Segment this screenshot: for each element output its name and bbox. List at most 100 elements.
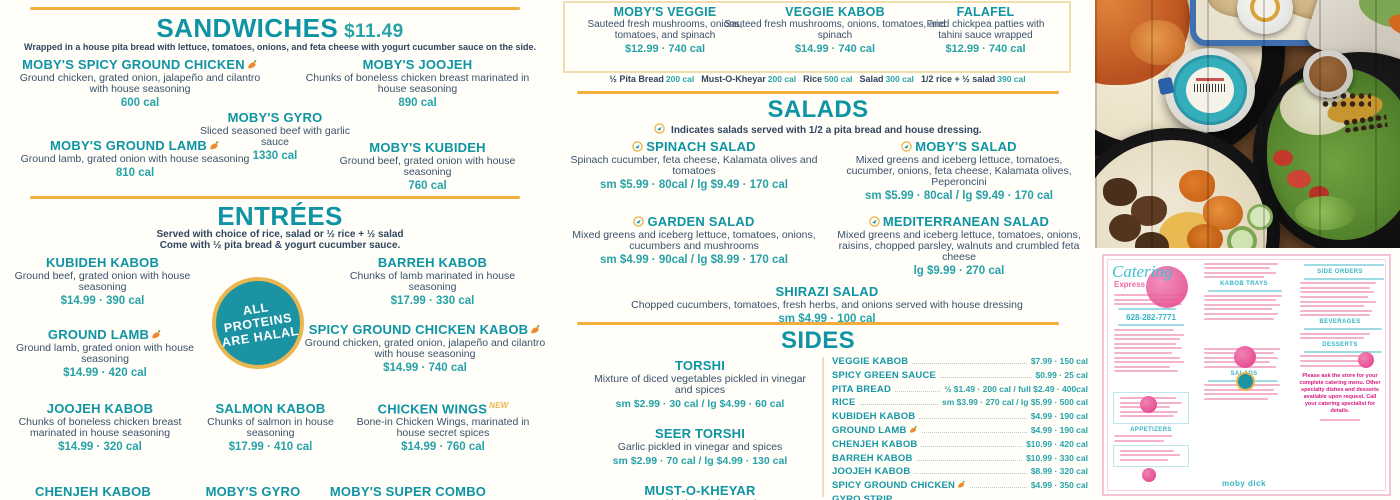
catering-phone: 628-282-7771	[1126, 312, 1176, 322]
list-item: SPICY GROUND CHICKEN $4.99 · 350 cal	[832, 480, 1088, 491]
flyer-badge	[1146, 266, 1188, 308]
menu-item: MOBY'S KUBIDEH Ground beef, grated onion…	[320, 140, 535, 192]
menu-item: MUST-O-KHEYAR Yogurt with chopped cucumb…	[585, 483, 815, 500]
menu-item: MEDITERRANEAN SALAD Mixed greens and ice…	[830, 214, 1088, 277]
flyer-halal-badge	[1236, 372, 1255, 391]
flyer-section-title: KABOB TRAYS	[1220, 281, 1268, 288]
side-name: Rice	[803, 74, 823, 84]
menu-item: MOBY'S VEGGIE Sauteed fresh mushrooms, o…	[575, 5, 755, 55]
sandwiches-title: SANDWICHES $11.49	[0, 13, 560, 44]
item-desc: Chunks of boneless chicken breast marina…	[305, 72, 530, 95]
item-price: sm $3.99 · 270 cal / lg $5.99 · 500 cal	[941, 397, 1088, 408]
side-cal: 500 cal	[824, 74, 853, 84]
item-price: $14.99 · 320 cal	[58, 441, 142, 453]
item-name: PITA BREAD	[832, 383, 891, 395]
item-price: sm $5.99 · 80cal / lg $9.49 · 170 cal	[865, 190, 1053, 202]
list-item: GYRO STRIP	[832, 494, 1088, 500]
item-name: SPICY GREEN SAUCE	[832, 369, 937, 381]
salad-indicator-icon	[632, 141, 644, 152]
side-name: ½ Pita Bread	[609, 74, 664, 84]
item-desc: Spinach cucumber, feta cheese, Kalamata …	[570, 154, 818, 177]
item-name: SPICY GROUND CHICKEN KABOB	[308, 322, 529, 337]
item-name: GARDEN SALAD	[647, 214, 755, 229]
menu-item: MOBY'S GYRO	[193, 484, 313, 500]
menu-item: MOBY'S SPICY GROUND CHICKEN Ground chick…	[15, 57, 265, 109]
catering-logo-sub: Express	[1114, 280, 1146, 289]
divider	[30, 7, 520, 10]
menu-item: JOOJEH KABOB Chunks of boneless chicken …	[5, 401, 195, 453]
item-name: KUBIDEH KABOB	[832, 411, 916, 423]
item-desc: Mixed greens and iceberg lettuce, tomato…	[837, 229, 1081, 263]
item-desc: Sliced seasoned beef with garlic sauce	[199, 125, 350, 148]
item-price: $12.99 · 740 cal	[945, 43, 1026, 55]
plate	[1095, 0, 1285, 168]
item-desc: Fried chickpea patties with tahini sauce…	[926, 19, 1045, 41]
menu-item: TORSHI Mixture of diced vegetables pickl…	[585, 358, 815, 410]
item-desc: Mixed greens and iceberg lettuce, tomato…	[846, 154, 1072, 188]
item-name: MOBY'S SUPER COMBO	[329, 484, 487, 499]
halal-badge: ALL PROTEINS ARE HALAL	[212, 277, 304, 369]
sandwiches-subtitle: Wrapped in a house pita bread with lettu…	[24, 42, 536, 52]
menu-item: BARREH KABOB Chunks of lamb marinated in…	[325, 255, 540, 307]
section-price: $11.49	[344, 21, 404, 42]
item-price: $10.99 · 420 cal	[1026, 438, 1088, 449]
list-item: JOOJEH KABOB $8.99 · 320 cal	[832, 466, 1088, 477]
list-item: PITA BREAD ½ $1.49 · 200 cal / full $2.49…	[832, 384, 1088, 395]
item-name: JOOJEH KABOB	[832, 466, 911, 478]
item-price: $17.99 · 330 cal	[390, 295, 475, 307]
item-cal: 890 cal	[398, 97, 437, 109]
item-price: lg $9.99 · 270 cal	[913, 265, 1005, 277]
entrees-subtitle: Served with choice of rice, salad or ½ r…	[156, 229, 404, 240]
item-name: TORSHI	[674, 358, 726, 373]
item-name: CHENJEH KABOB	[832, 438, 918, 450]
item-cal: 760 cal	[408, 180, 447, 192]
item-price: $14.99 · 740 cal	[794, 43, 876, 55]
item-desc: Garlic pickled in vinegar and spices	[617, 441, 783, 453]
item-price: $4.99 · 190 cal	[1030, 411, 1088, 422]
flyer-badge	[1234, 346, 1256, 368]
chili-icon	[909, 425, 917, 433]
side-cal: 200 cal	[767, 74, 797, 84]
menu-item: MOBY'S SALAD Mixed greens and iceberg le…	[833, 139, 1085, 202]
note-text: Indicates salads served with 1/2 a pita …	[671, 125, 982, 136]
item-name: MOBY'S GYRO	[227, 110, 323, 125]
item-price: $14.99 · 390 cal	[60, 295, 145, 307]
plate	[1253, 52, 1400, 248]
item-cal: 1330 cal	[252, 150, 298, 162]
item-name: CHICKEN WINGS	[377, 401, 488, 417]
item-cal: 600 cal	[120, 97, 160, 109]
item-name: MUST-O-KHEYAR	[644, 483, 756, 498]
item-price: sm $2.99 · 70 cal / lg $4.99 · 130 cal	[612, 455, 788, 467]
menu-item: SPINACH SALAD Spinach cucumber, feta che…	[568, 139, 820, 191]
list-item: CHENJEH KABOB $10.99 · 420 cal	[832, 439, 1088, 450]
item-price: $10.99 · 330 cal	[1026, 452, 1088, 463]
divider	[30, 196, 520, 199]
hummus-tub	[1165, 48, 1255, 132]
flyer-section-title: DESSERTS	[1322, 342, 1358, 349]
side-cal: 300 cal	[885, 74, 914, 84]
sides-price-list: VEGGIE KABOB $7.99 · 150 cal SPICY GREEN …	[832, 356, 1088, 500]
menu-item: MOBY'S SUPER COMBO	[328, 484, 488, 500]
item-desc: Chunks of salmon in house seasoning	[207, 416, 334, 439]
chili-icon	[531, 324, 540, 334]
chili-icon	[152, 329, 161, 339]
menu-item: FALAFEL Fried chickpea patties with tahi…	[918, 5, 1053, 55]
item-price: $12.99 · 740 cal	[624, 43, 706, 55]
item-name: VEGGIE KABOB	[785, 5, 885, 19]
divider	[577, 91, 1059, 94]
item-name: SEER TORSHI	[654, 426, 746, 441]
menu-item: MOBY'S GYRO Sliced seasoned beef with ga…	[195, 110, 355, 162]
menu-item: GARDEN SALAD Mixed greens and iceberg le…	[568, 214, 820, 266]
new-tag: NEW	[489, 401, 509, 410]
item-desc: Mixed greens and iceberg lettuce, tomato…	[572, 229, 816, 252]
sauce-cup	[1303, 50, 1353, 98]
flyer-badge	[1358, 352, 1374, 368]
item-price: $8.99 · 320 cal	[1030, 466, 1088, 477]
item-name: MOBY'S GROUND LAMB	[50, 138, 207, 153]
item-desc: Ground beef, grated onion with house sea…	[339, 155, 516, 178]
divider	[822, 357, 824, 497]
item-price: $0.99 · 25 cal	[1035, 369, 1088, 380]
item-price: $14.99 · 760 cal	[401, 441, 485, 454]
salad-indicator-icon	[869, 216, 880, 227]
menu-item: VEGGIE KABOB Sauteed fresh mushrooms, on…	[713, 5, 957, 55]
